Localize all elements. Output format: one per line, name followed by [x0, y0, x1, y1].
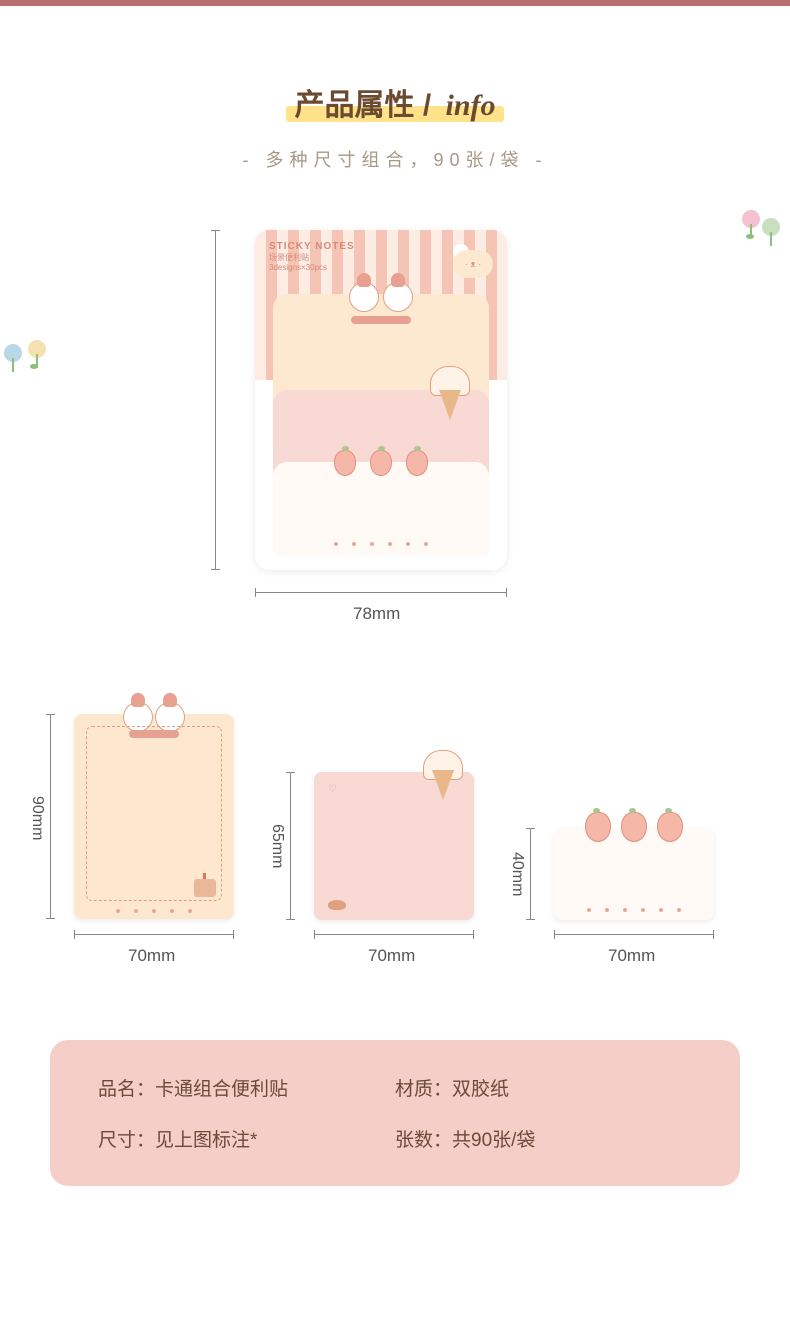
- title-cn: 产品属性: [294, 89, 414, 122]
- info-material-value: 双胶纸: [452, 1079, 509, 1100]
- info-count-label: 张数：: [395, 1130, 452, 1151]
- note-a-width-label: 70mm: [128, 946, 175, 966]
- note-b: ♡: [314, 772, 474, 920]
- card-header-text: STICKY NOTES 场景便利贴 3designs×30pcs: [269, 240, 355, 274]
- strawberries-icon: [334, 450, 428, 476]
- note-a-hguide: [74, 934, 234, 935]
- note-a: [74, 714, 234, 919]
- note-c-height-label: 40mm: [508, 852, 526, 896]
- three-notes-figure: 90mm 70mm 65mm ♡ 70mm 40mm 70mm: [50, 700, 740, 980]
- info-material-label: 材质：: [395, 1079, 452, 1100]
- cake-icon: [194, 879, 216, 897]
- height-guide: [215, 230, 216, 570]
- title-sep: /: [414, 89, 439, 122]
- info-count: 张数：共90张/袋: [395, 1125, 692, 1152]
- note-c-width-label: 70mm: [608, 946, 655, 966]
- heart-icon: ♡: [328, 784, 337, 795]
- main-product-figure: STICKY NOTES 场景便利贴 3designs×30pcs 78mm: [195, 230, 595, 660]
- page-title: 产品属性 / info: [294, 80, 495, 124]
- header: 产品属性 / info - 多种尺寸组合，90张/袋 -: [0, 80, 790, 172]
- flower-deco-right: [732, 210, 790, 260]
- info-size: 尺寸：见上图标注*: [98, 1125, 395, 1152]
- info-name-value: 卡通组合便利贴: [155, 1079, 288, 1100]
- chick-friends-icon: [341, 276, 421, 320]
- note-b-height-label: 65mm: [268, 824, 286, 868]
- icecream-icon: [418, 750, 464, 800]
- info-name-label: 品名：: [98, 1079, 155, 1100]
- note-c-hguide: [554, 934, 714, 935]
- width-guide: [255, 592, 507, 593]
- note-b-hguide: [314, 934, 474, 935]
- note-b-vguide: [290, 772, 291, 920]
- info-material: 材质：双胶纸: [395, 1074, 692, 1101]
- info-name: 品名：卡通组合便利贴: [98, 1074, 395, 1101]
- card-width-label: 78mm: [353, 604, 400, 624]
- title-en: info: [446, 89, 496, 122]
- note-a-vguide: [50, 714, 51, 919]
- cloud-cat-icon: [453, 250, 493, 278]
- note-a-height-label: 90mm: [28, 796, 46, 840]
- info-size-label: 尺寸：: [98, 1130, 155, 1151]
- strawberries-icon: [585, 812, 683, 842]
- icecream-icon: [425, 366, 475, 420]
- info-size-value: 见上图标注*: [155, 1130, 257, 1151]
- product-card: STICKY NOTES 场景便利贴 3designs×30pcs: [255, 230, 507, 570]
- note-c-vguide: [530, 828, 531, 920]
- note-layer-white: [273, 462, 489, 556]
- subtitle: - 多种尺寸组合，90张/袋 -: [0, 146, 790, 172]
- info-count-value: 共90张/袋: [452, 1130, 535, 1151]
- info-panel: 品名：卡通组合便利贴 材质：双胶纸 尺寸：见上图标注* 张数：共90张/袋: [50, 1040, 740, 1186]
- card-sub2: 3designs×30pcs: [269, 263, 355, 273]
- note-b-width-label: 70mm: [368, 946, 415, 966]
- brand-text: STICKY NOTES: [269, 240, 355, 253]
- flower-deco-left: [0, 340, 66, 390]
- mouse-icon: [328, 900, 346, 910]
- note-c: [554, 828, 714, 920]
- top-accent-bar: [0, 0, 790, 6]
- card-sub1: 场景便利贴: [269, 253, 355, 263]
